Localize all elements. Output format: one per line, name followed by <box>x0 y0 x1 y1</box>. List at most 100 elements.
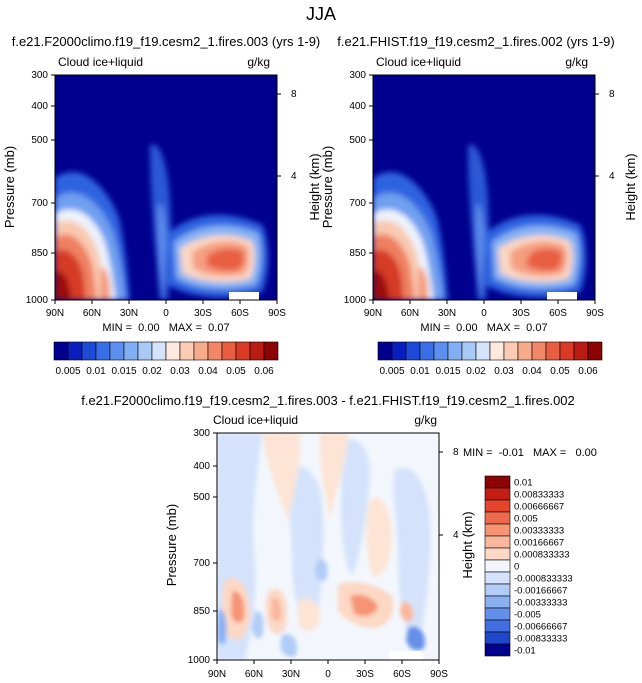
colorbar-label: 0.05 <box>226 366 246 377</box>
panel-title: f.e21.F2000climo.f19_f19.cesm2_1.fires.0… <box>81 393 575 408</box>
colorbar-swatch <box>531 341 547 361</box>
x-ticks: 90N 60N 30N 0 30S 60S 90S <box>208 660 448 680</box>
y-ticks: 300 400 500 700 850 1000 8 4 <box>188 428 459 666</box>
colorbar-label: 0.01 <box>410 366 430 377</box>
colorbar-label: 0.05 <box>550 366 570 377</box>
min-max-stats: MIN = 0.00 MAX = 0.07 <box>420 322 547 334</box>
colorbar-swatch <box>433 341 449 361</box>
x-tick-label: 30S <box>356 669 374 680</box>
min-max-stats: MIN = 0.00 MAX = 0.07 <box>102 322 229 334</box>
x-tick-label: 60N <box>245 669 263 680</box>
colorbar-swatch <box>391 341 407 361</box>
y2-tick-label: 8 <box>609 89 615 100</box>
y2-tick-label: 4 <box>453 530 459 541</box>
colorbar-label: -0.00166667 <box>514 586 567 597</box>
y-tick-label: 850 <box>349 248 366 259</box>
colorbar-swatch <box>484 571 511 585</box>
x-tick-label: 90N <box>208 669 226 680</box>
colorbar-label: 0.00666667 <box>514 502 564 513</box>
colorbar-label: 0.00333333 <box>514 526 564 537</box>
colorbar-label: 0.015 <box>111 366 136 377</box>
colorbar-swatch <box>151 341 167 361</box>
colorbar-swatch <box>419 341 435 361</box>
colorbar-swatch <box>447 341 463 361</box>
y-ticks: 300 400 500 700 850 1000 8 4 <box>344 70 615 306</box>
x-tick-label: 60S <box>231 308 249 319</box>
heatmap-field <box>217 433 439 660</box>
colorbar-swatch <box>81 341 97 361</box>
y-tick-label: 850 <box>193 606 210 617</box>
colorbar-label: 0.005 <box>55 366 80 377</box>
x-tick-label: 90S <box>430 669 448 680</box>
y2-axis-label: Height (km) <box>307 153 322 220</box>
units-label: g/kg <box>247 55 270 69</box>
colorbar-swatch <box>503 341 519 361</box>
y-ticks: 300 400 500 700 850 1000 8 4 <box>26 70 297 306</box>
colorbar-difference: 0.010.008333330.006666670.0050.003333330… <box>484 475 573 657</box>
x-ticks: 90N 60N 30N 0 30S 60S 90S <box>364 300 604 319</box>
colorbar-swatch <box>461 341 477 361</box>
x-tick-label: 30S <box>512 308 530 319</box>
colorbar-swatch <box>137 341 153 361</box>
x-tick-label: 60S <box>393 669 411 680</box>
colorbar-swatch <box>484 583 511 597</box>
colorbar-swatch <box>67 341 83 361</box>
y-tick-label: 300 <box>193 428 210 439</box>
colorbar-label: 0.03 <box>170 366 190 377</box>
colorbar-label: 0.06 <box>578 366 598 377</box>
y-tick-label: 300 <box>31 70 48 81</box>
y-tick-label: 1000 <box>344 295 367 306</box>
y-tick-label: 400 <box>349 101 366 112</box>
colorbar-swatch <box>545 341 561 361</box>
y-tick-label: 700 <box>31 198 48 209</box>
colorbar-swatch <box>405 341 421 361</box>
y2-axis-label: Height (km) <box>460 511 475 578</box>
colorbar-label: 0.00166667 <box>514 538 564 549</box>
y-tick-label: 400 <box>193 461 210 472</box>
colorbar-label: 0.005 <box>379 366 404 377</box>
x-tick-label: 0 <box>481 308 487 319</box>
colorbar-swatch <box>123 341 139 361</box>
panel-difference: f.e21.F2000climo.f19_f19.cesm2_1.fires.0… <box>81 393 597 680</box>
colorbar-label: -0.000833333 <box>514 574 573 585</box>
colorbar-swatch <box>517 341 533 361</box>
x-tick-label: 60S <box>549 308 567 319</box>
x-tick-label: 60N <box>83 308 101 319</box>
panel-title: f.e21.FHIST.f19_f19.cesm2_1.fires.002 (y… <box>337 34 614 49</box>
colorbar-label: 0.02 <box>142 366 162 377</box>
heatmap-field <box>373 75 595 300</box>
colorbar-swatch <box>573 341 589 361</box>
colorbar-swatch <box>53 341 69 361</box>
colorbar-label: 0.000833333 <box>514 550 569 561</box>
colorbar-swatch <box>207 341 223 361</box>
colorbar-swatch <box>484 523 511 537</box>
y2-tick-label: 8 <box>291 89 297 100</box>
x-tick-label: 60N <box>401 308 419 319</box>
min-max-stats: MIN = -0.01 MAX = 0.00 <box>463 447 597 459</box>
y-tick-label: 500 <box>31 135 48 146</box>
colorbar-label: -0.00666667 <box>514 622 567 633</box>
colorbar-label: 0.03 <box>494 366 514 377</box>
y-tick-label: 300 <box>349 70 366 81</box>
colorbar-swatch <box>377 341 393 361</box>
x-tick-label: 0 <box>325 669 331 680</box>
units-label: g/kg <box>565 55 588 69</box>
x-tick-label: 90S <box>268 308 286 319</box>
colorbar-top-right: 0.005 0.01 0.015 0.02 0.03 0.04 0.05 0.06 <box>377 341 603 377</box>
colorbar-swatch <box>193 341 209 361</box>
units-label: g/kg <box>414 413 437 427</box>
colorbar-label: 0.00833333 <box>514 490 564 501</box>
colorbar-label: 0.01 <box>514 478 533 489</box>
x-tick-label: 30N <box>282 669 300 680</box>
colorbar-swatch <box>235 341 251 361</box>
colorbar-label: -0.00333333 <box>514 598 567 609</box>
y-tick-label: 400 <box>31 101 48 112</box>
panel-top-right: f.e21.FHIST.f19_f19.cesm2_1.fires.002 (y… <box>320 34 638 334</box>
y-tick-label: 500 <box>349 135 366 146</box>
y2-tick-label: 4 <box>291 171 297 182</box>
y-tick-label: 850 <box>31 248 48 259</box>
colorbar-swatch <box>489 341 505 361</box>
y-axis-label: Pressure (mb) <box>2 146 17 228</box>
colorbar-swatch <box>484 619 511 633</box>
